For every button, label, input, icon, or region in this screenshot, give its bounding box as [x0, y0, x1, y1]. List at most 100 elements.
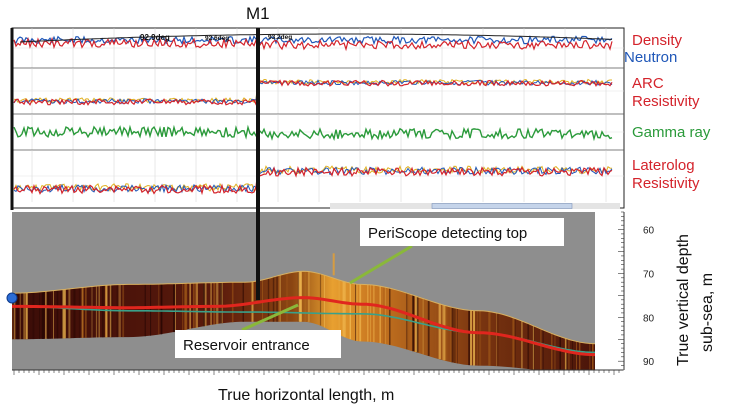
reservoir-streak	[216, 282, 219, 325]
reservoir-streak	[554, 334, 556, 370]
reservoir-streak	[579, 342, 581, 370]
reservoir-streak	[427, 300, 430, 356]
reservoir-streak	[101, 285, 103, 338]
y-axis-title-line1: True vertical depth	[675, 234, 692, 366]
gamma-ray-label: Gamma ray	[632, 124, 711, 141]
reservoir-streak	[406, 293, 408, 350]
reservoir-streak	[74, 288, 76, 338]
log-scrollbar-thumb[interactable]	[431, 203, 573, 209]
reservoir-streak	[422, 298, 424, 355]
reservoir-entrance-box	[175, 330, 341, 358]
reservoir-streak	[338, 279, 340, 335]
well-start-marker	[6, 292, 18, 304]
reservoir-streak	[78, 287, 81, 338]
reservoir-streak	[443, 305, 446, 361]
reservoir-streak	[45, 291, 47, 339]
reservoir-streak	[342, 281, 344, 337]
reservoir-streak	[73, 288, 75, 339]
reservoir-streak	[91, 286, 93, 338]
reservoir-streak	[356, 284, 358, 341]
reservoir-streak	[542, 329, 544, 370]
periscope-callout-box	[360, 218, 564, 246]
reservoir-streak	[14, 293, 16, 340]
reservoir-streak	[447, 306, 448, 362]
reservoir-streak	[62, 289, 64, 339]
log-panel-frame	[11, 27, 625, 209]
arc-curve-medium	[13, 79, 613, 105]
reservoir-streak	[213, 282, 216, 325]
reservoir-streak	[221, 282, 223, 324]
reservoir-streak	[81, 287, 84, 338]
reservoir-streak	[359, 284, 362, 342]
reservoir-streak	[49, 291, 51, 339]
reservoir-streak	[62, 289, 65, 339]
reservoir-streak	[551, 333, 553, 370]
reservoir-streak	[95, 286, 98, 338]
reservoir-streak	[344, 281, 346, 338]
reservoir-streak	[158, 284, 160, 335]
y-axis-ticks	[618, 211, 624, 371]
reservoir-streak	[56, 290, 59, 339]
reservoir-streak	[438, 303, 441, 360]
reservoir-streak	[64, 289, 66, 339]
reservoir-texture	[12, 253, 594, 370]
periscope-callout-text: PeriScope detecting top	[368, 225, 527, 242]
reservoir-streak	[84, 287, 86, 338]
m1-label: M1	[246, 4, 270, 23]
log-curves	[13, 33, 613, 196]
reservoir-entrance-callout: Reservoir entrance	[175, 303, 341, 358]
reservoir-streak	[454, 307, 456, 363]
reservoir-streak	[47, 291, 49, 339]
reservoir-streak	[576, 341, 577, 370]
reservoir-streak	[412, 295, 415, 352]
reservoir-streak	[19, 293, 21, 340]
reservoir-top-boundary	[12, 270, 595, 345]
reservoir-streak	[26, 292, 28, 340]
reservoir-streak	[103, 285, 105, 338]
reservoir-streak	[222, 282, 223, 324]
reservoir-streak	[592, 343, 594, 370]
reservoir-streak	[367, 284, 369, 342]
y-axis-title-line2: sub-sea, m	[699, 273, 716, 352]
arc-resistivity-label: Resistivity	[632, 93, 700, 110]
laterolog-curve-deep	[13, 165, 613, 193]
reservoir-streak	[441, 304, 445, 360]
reservoir-streak	[349, 282, 351, 340]
arc-curve-shallow	[13, 79, 613, 107]
reservoir-streak	[568, 339, 570, 370]
reservoir-streak	[41, 291, 45, 339]
reservoir-streak	[532, 325, 534, 370]
reservoir-streak	[407, 293, 410, 350]
reservoir-streak	[473, 310, 475, 366]
reservoir-streak	[488, 311, 491, 366]
reservoir-streak	[514, 318, 516, 368]
reservoir-streak	[572, 340, 573, 370]
reservoir-streak	[434, 302, 436, 359]
well-trajectory	[12, 296, 595, 357]
reservoir-streak	[161, 284, 163, 335]
reservoir-streak	[16, 293, 19, 340]
reservoir-streak	[231, 282, 234, 323]
reservoir-streak	[57, 290, 58, 339]
periscope-callout: PeriScope detecting top	[349, 218, 564, 285]
reservoir-streak	[496, 312, 497, 367]
reservoir-streak	[521, 320, 523, 369]
reservoir-streak	[450, 306, 452, 363]
angle-annotation: 92.9deg	[140, 33, 170, 42]
reservoir-streak	[98, 285, 100, 338]
reservoir-streak	[13, 293, 16, 340]
reservoir-streak	[32, 292, 35, 340]
y-tick-label: 70	[643, 269, 655, 280]
reservoir-streak	[497, 313, 499, 367]
reservoir-streak	[24, 292, 27, 340]
periscope-pointer	[349, 244, 413, 285]
density-label: Density	[632, 32, 683, 49]
reservoir-streak	[242, 282, 244, 322]
y-tick-label: 80	[643, 313, 655, 324]
reservoir-streak	[324, 275, 325, 328]
reservoir-streak	[203, 282, 205, 327]
reservoir-streak	[63, 289, 65, 339]
neutron-label: Neutron	[624, 49, 677, 66]
reservoir-streak	[60, 289, 62, 339]
